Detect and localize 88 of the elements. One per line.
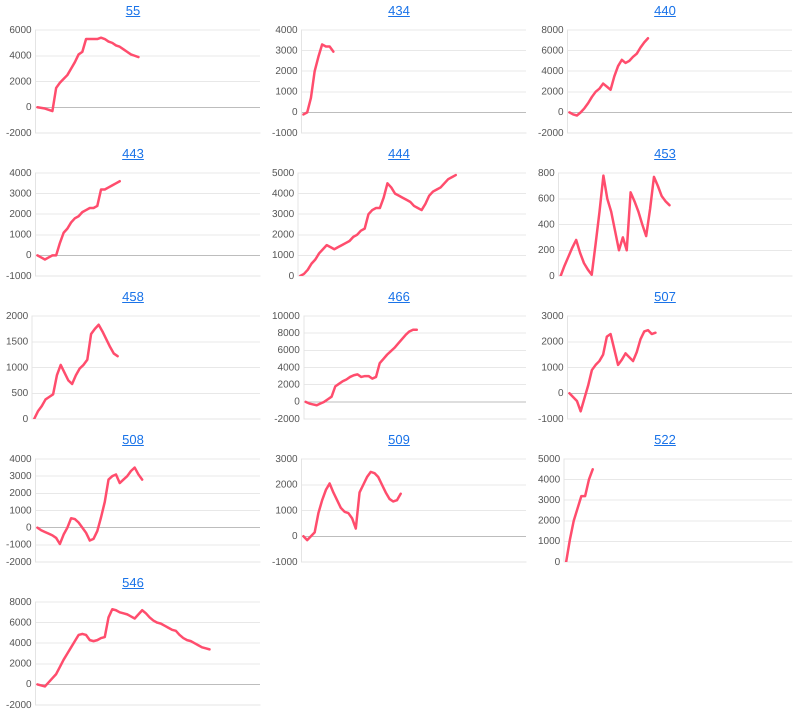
chart-title: 434 [387, 2, 411, 20]
y-tick-label: 200 [538, 245, 556, 256]
y-tick-label: 6000 [9, 24, 32, 36]
y-tick-label: 3000 [9, 188, 32, 200]
chart-title: 440 [653, 2, 677, 20]
y-tick-label: 0 [294, 396, 300, 408]
y-tick-label: 0 [558, 388, 564, 399]
y-tick-label: 2000 [541, 336, 564, 348]
y-tick-label: 2000 [278, 379, 300, 390]
y-tick-label: 4000 [9, 168, 32, 179]
chart-title: 546 [121, 574, 145, 592]
y-tick-label: 1000 [275, 86, 298, 98]
y-tick-label: 2000 [9, 658, 32, 670]
chart-title: 466 [387, 288, 411, 306]
y-tick-label: 6000 [9, 617, 32, 628]
chart-title: 453 [653, 145, 677, 163]
y-tick-label: 2000 [275, 480, 298, 490]
y-tick-label: 0 [26, 102, 32, 113]
y-tick-label: 2000 [9, 488, 32, 500]
y-tick-label: 800 [538, 168, 556, 179]
y-tick-label: 0 [292, 107, 298, 118]
y-tick-label: 1000 [9, 230, 32, 241]
y-tick-label: 4000 [9, 50, 32, 62]
y-tick-label: -2000 [274, 414, 300, 425]
chart-title: 508 [121, 431, 145, 449]
y-tick-label: 6000 [541, 45, 564, 56]
y-tick-label: 1000 [9, 505, 32, 516]
y-tick-label: 5000 [538, 454, 561, 465]
y-tick-label: 4000 [538, 474, 561, 486]
y-tick-label: -1000 [538, 414, 564, 425]
y-tick-label: -1000 [6, 270, 32, 282]
y-tick-label: 1000 [538, 536, 561, 548]
y-tick-label: 3000 [275, 45, 298, 56]
y-tick-label: 1500 [6, 336, 29, 348]
chart-title: 509 [387, 431, 411, 449]
chart-title: 507 [653, 288, 677, 306]
y-tick-label: 3000 [9, 470, 32, 482]
y-tick-label: -2000 [6, 556, 32, 568]
y-tick-label: -1000 [272, 556, 298, 568]
y-tick-label: 3000 [275, 454, 298, 465]
y-tick-label: 400 [538, 219, 556, 230]
y-tick-label: 1000 [6, 362, 29, 374]
y-tick-label: 4000 [278, 362, 300, 374]
y-tick-label: 0 [292, 531, 298, 542]
y-tick-label: 4000 [9, 638, 32, 649]
chart-title: 444 [387, 145, 411, 163]
y-tick-label: -2000 [538, 128, 564, 139]
y-tick-label: 8000 [9, 596, 32, 608]
chart-title: 522 [653, 431, 677, 449]
y-tick-label: 0 [558, 107, 564, 118]
y-tick-label: -1000 [272, 128, 298, 139]
y-tick-label: 2000 [541, 86, 564, 98]
chart-title: 55 [124, 2, 142, 20]
y-tick-label: 0 [554, 556, 561, 568]
y-tick-label: 0 [288, 270, 295, 282]
y-tick-label: -2000 [6, 700, 32, 711]
y-tick-label: 0 [26, 250, 32, 262]
y-tick-label: 0 [549, 270, 556, 282]
y-tick-label: 10000 [272, 310, 300, 322]
y-tick-label: -2000 [6, 128, 32, 139]
chart-title: 458 [121, 288, 145, 306]
y-tick-label: 1000 [541, 362, 564, 374]
y-tick-label: 3000 [541, 310, 564, 322]
y-tick-label: 3000 [272, 208, 295, 220]
y-tick-label: 8000 [278, 328, 300, 339]
y-tick-label: 0 [22, 414, 29, 425]
y-tick-label: 3000 [538, 494, 561, 506]
y-tick-label: 1000 [272, 250, 295, 262]
y-tick-label: 1000 [275, 505, 298, 516]
y-tick-label: 8000 [541, 24, 564, 36]
y-tick-label: 2000 [538, 516, 561, 527]
y-tick-label: 4000 [272, 188, 295, 200]
y-tick-label: 500 [12, 388, 29, 399]
y-tick-label: 5000 [272, 168, 295, 179]
y-tick-label: 2000 [6, 310, 29, 322]
y-tick-label: 6000 [278, 345, 300, 356]
y-tick-label: 2000 [9, 208, 32, 220]
y-tick-label: 2000 [272, 230, 295, 241]
y-tick-label: 4000 [9, 454, 32, 465]
y-tick-label: 4000 [541, 66, 564, 77]
y-tick-label: 2000 [9, 76, 32, 88]
y-tick-label: -1000 [6, 540, 32, 551]
y-tick-label: 4000 [275, 24, 298, 36]
y-tick-label: 2000 [275, 66, 298, 77]
y-tick-label: 0 [26, 679, 32, 690]
y-tick-label: 0 [26, 522, 32, 534]
chart-title: 443 [121, 145, 145, 163]
y-tick-label: 600 [538, 194, 556, 204]
